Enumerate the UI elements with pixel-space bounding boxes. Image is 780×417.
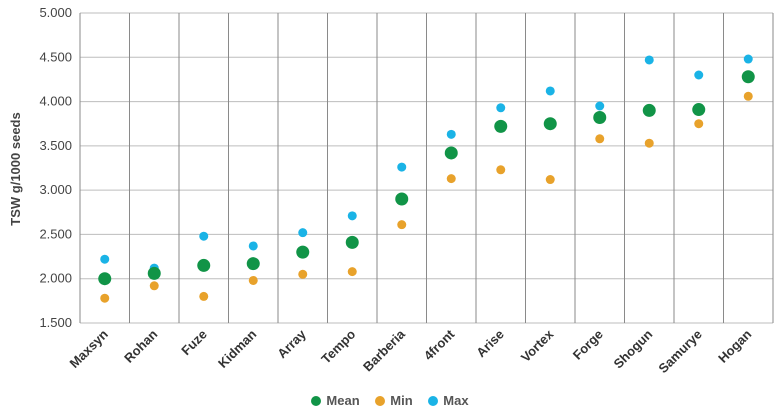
point-max xyxy=(545,86,555,96)
chart: 1.500 2.000 2.500 3.000 3.500 4.000 4.500 5.000… xyxy=(8,5,774,376)
point-mean xyxy=(98,272,112,286)
point-min xyxy=(644,138,654,148)
legend-label-mean: Mean xyxy=(326,393,360,408)
point-mean xyxy=(494,119,508,133)
point-max xyxy=(199,231,209,241)
point-mean xyxy=(246,257,260,271)
y-tick-label: 2.000 xyxy=(39,271,72,286)
y-tick-label: 3.000 xyxy=(39,182,72,197)
point-min xyxy=(694,119,704,129)
point-max xyxy=(496,103,506,113)
point-min xyxy=(298,269,308,279)
legend-item-min: Min xyxy=(375,393,413,408)
legend-item-max: Max xyxy=(428,393,469,408)
point-min xyxy=(248,275,258,285)
y-tick-label: 3.500 xyxy=(39,138,72,153)
point-mean xyxy=(593,111,607,125)
point-max xyxy=(743,54,753,64)
x-tick-label: Arise xyxy=(473,327,507,361)
point-min xyxy=(199,291,209,301)
legend-item-mean: Mean xyxy=(311,393,360,408)
point-min xyxy=(496,165,506,175)
y-axis-label: TSW g/1000 seeds xyxy=(8,112,23,225)
y-tick-label: 4.000 xyxy=(39,94,72,109)
point-max xyxy=(595,101,605,111)
x-tick-label: Hogan xyxy=(715,326,754,365)
point-min xyxy=(100,293,110,303)
point-max xyxy=(347,211,357,221)
point-mean xyxy=(296,245,310,259)
legend-marker-min xyxy=(375,395,386,406)
x-axis-ticks: Maxsyn Rohan Fuze Kidman Array Tempo Barberia 4… xyxy=(67,326,755,376)
point-mean xyxy=(692,103,706,117)
x-tick-label: Rohan xyxy=(121,326,160,365)
x-tick-label: Maxsyn xyxy=(67,326,111,370)
y-axis-ticks: 1.500 2.000 2.500 3.000 3.500 4.000 4.500 5.000 xyxy=(39,5,72,330)
point-min xyxy=(545,175,555,185)
point-min xyxy=(347,267,357,277)
point-max xyxy=(248,241,258,251)
point-max xyxy=(397,162,407,172)
legend-marker-max xyxy=(428,395,439,406)
point-min xyxy=(595,134,605,144)
point-min xyxy=(397,220,407,230)
x-tick-label: Samurye xyxy=(655,327,704,376)
legend: Mean Min Max xyxy=(0,393,780,409)
point-max xyxy=(298,228,308,238)
point-mean xyxy=(147,266,161,280)
x-tick-label: Fuze xyxy=(178,327,210,359)
x-tick-label: Kidman xyxy=(215,326,259,370)
point-mean xyxy=(741,70,755,84)
point-mean xyxy=(197,258,211,272)
y-tick-label: 2.500 xyxy=(39,226,72,241)
point-min xyxy=(446,174,456,184)
point-min xyxy=(149,281,159,291)
y-tick-label: 1.500 xyxy=(39,315,72,330)
point-max xyxy=(644,55,654,65)
x-tick-label: 4front xyxy=(421,326,458,363)
x-tick-label: Tempo xyxy=(318,326,358,366)
point-mean xyxy=(642,103,656,117)
x-tick-label: Barberia xyxy=(360,326,408,374)
legend-marker-mean xyxy=(311,395,322,406)
legend-label-max: Max xyxy=(443,393,469,408)
data-points xyxy=(98,54,755,303)
point-mean xyxy=(444,146,458,160)
point-max xyxy=(694,70,704,80)
point-min xyxy=(743,91,753,101)
point-mean xyxy=(345,235,359,249)
x-tick-label: Vortex xyxy=(518,326,557,365)
plot-grid xyxy=(79,12,774,324)
x-tick-label: Array xyxy=(274,326,309,361)
x-tick-label: Forge xyxy=(570,327,606,363)
point-max xyxy=(446,129,456,139)
point-mean xyxy=(395,192,409,206)
legend-label-min: Min xyxy=(390,393,413,408)
y-tick-label: 5.000 xyxy=(39,5,72,20)
x-tick-label: Shogun xyxy=(611,326,656,371)
point-max xyxy=(100,254,110,264)
point-mean xyxy=(543,117,557,131)
y-tick-label: 4.500 xyxy=(39,49,72,64)
